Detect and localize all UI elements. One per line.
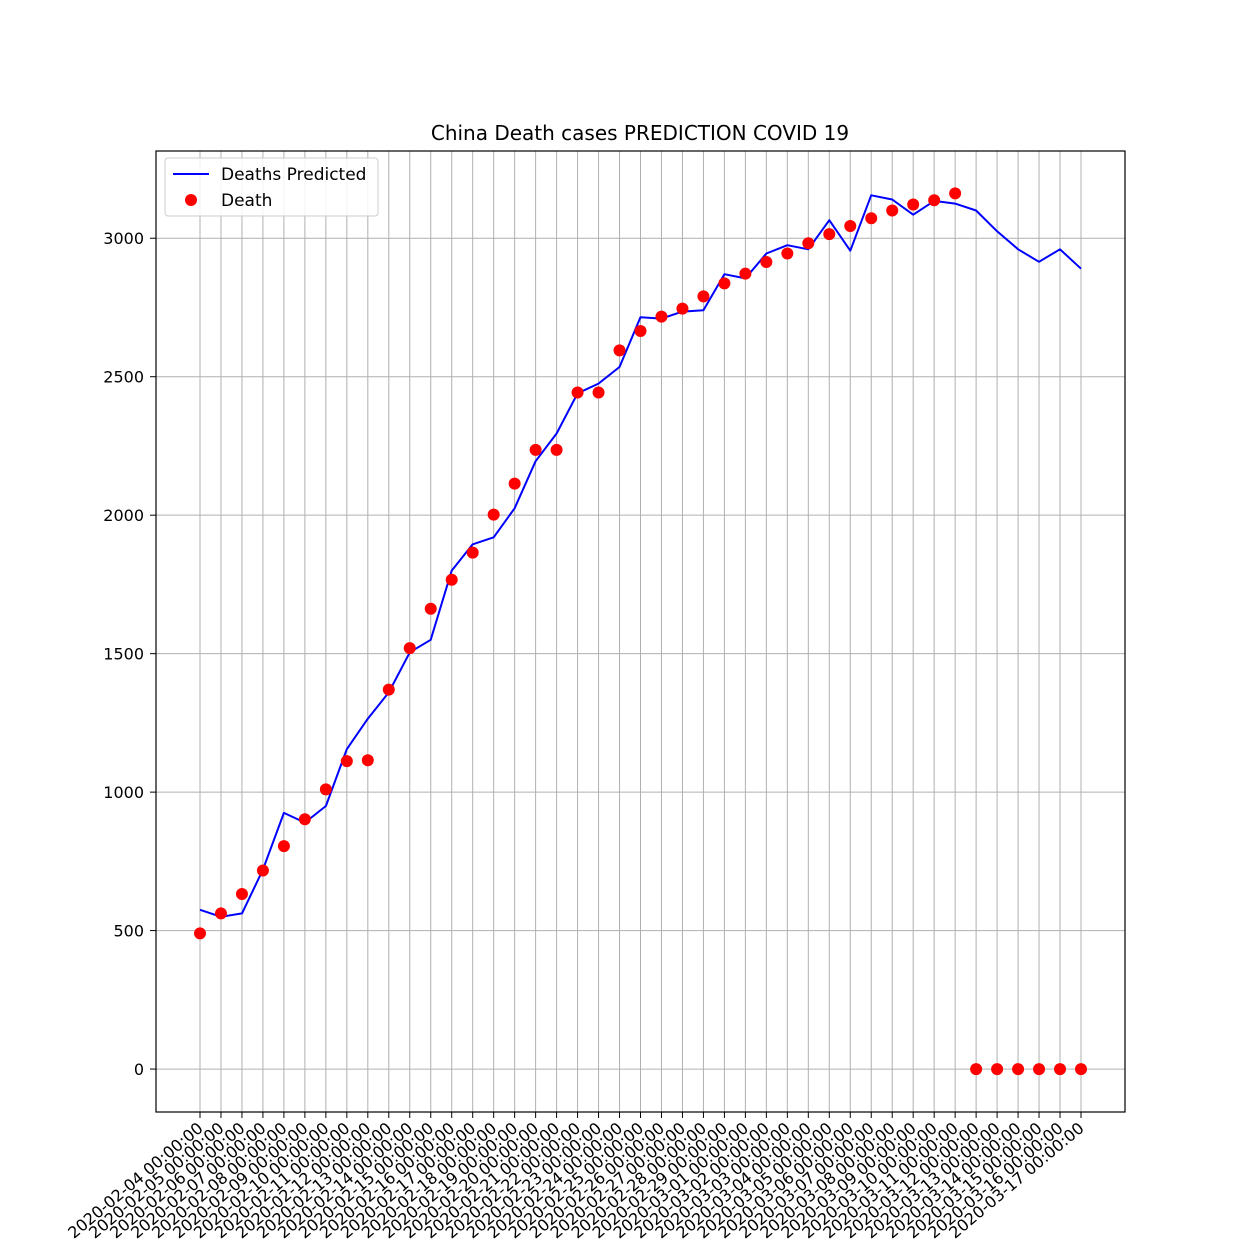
data-point-death: [1054, 1063, 1067, 1076]
data-point-death: [781, 247, 794, 260]
y-tick-label: 500: [113, 922, 144, 941]
data-point-death: [277, 840, 290, 853]
data-point-death: [634, 325, 647, 338]
data-point-death: [865, 212, 878, 225]
data-point-death: [697, 290, 710, 303]
grid: [156, 151, 1125, 1112]
chart-title: China Death cases PREDICTION COVID 19: [431, 121, 849, 145]
data-point-death: [592, 386, 605, 399]
y-tick-label: 2500: [103, 368, 144, 387]
data-point-death: [487, 508, 500, 521]
legend-marker-swatch: [185, 194, 197, 206]
data-point-death: [907, 198, 920, 211]
data-point-death: [382, 683, 395, 696]
data-point-death: [949, 187, 962, 200]
data-point-death: [760, 256, 773, 269]
data-point-death: [298, 813, 311, 826]
axes-frame: [155, 150, 1126, 1113]
legend-label-deaths-predicted: Deaths Predicted: [221, 165, 366, 185]
data-point-death: [256, 864, 269, 877]
data-point-death: [823, 228, 836, 241]
y-tick-label: 2000: [103, 506, 144, 525]
data-point-death: [214, 907, 227, 920]
data-point-death: [529, 443, 542, 456]
data-point-death: [340, 755, 353, 768]
y-axis: 0 500 1000 1500 2000 2500 3000: [103, 229, 156, 1079]
data-point-death: [1075, 1063, 1087, 1076]
y-tick-label: 3000: [103, 229, 144, 248]
data-point-death: [676, 302, 689, 315]
data-point-death: [235, 888, 248, 901]
data-point-death: [445, 573, 458, 586]
data-point-death: [802, 237, 815, 250]
data-point-death: [970, 1063, 983, 1076]
data-point-death: [928, 194, 941, 207]
legend-box: [164, 157, 379, 217]
data-point-death: [424, 602, 437, 615]
y-tick-label: 1500: [103, 645, 144, 664]
data-point-death: [571, 386, 584, 399]
data-point-death: [886, 204, 899, 217]
data-point-death: [613, 344, 626, 357]
data-point-death: [403, 642, 416, 655]
data-point-death: [194, 927, 206, 940]
data-point-death: [550, 443, 563, 456]
legend: Deaths Predicted Death: [164, 157, 379, 217]
y-tick-label: 1000: [103, 783, 144, 802]
data-point-death: [991, 1063, 1004, 1076]
legend-label-death: Death: [221, 191, 272, 211]
data-point-death: [1033, 1063, 1046, 1076]
data-point-death: [319, 783, 332, 796]
data-point-death: [718, 277, 731, 290]
data-point-death: [844, 220, 857, 233]
y-tick-label: 0: [134, 1060, 144, 1079]
data-point-death: [466, 546, 479, 559]
data-point-death: [1012, 1063, 1025, 1076]
data-point-death: [655, 310, 668, 323]
data-point-death: [739, 267, 752, 280]
plot-area: [194, 187, 1087, 1076]
data-point-death: [508, 477, 521, 490]
data-point-death: [361, 754, 374, 767]
